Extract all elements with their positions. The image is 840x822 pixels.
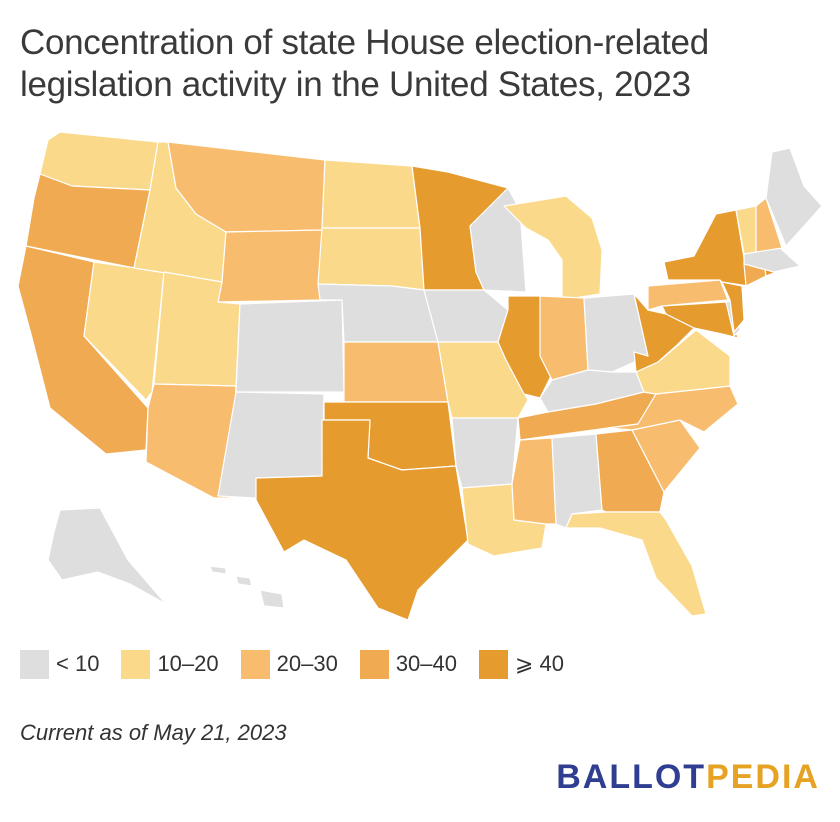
state-fl (565, 511, 707, 617)
legend: < 10 10–20 20–30 30–40 ⩾ 40 (20, 648, 586, 680)
us-states-map (17, 131, 823, 621)
state-nj (721, 281, 745, 333)
legend-item: 10–20 (121, 649, 219, 679)
legend-label: 20–30 (276, 651, 338, 676)
state-ny (663, 209, 749, 287)
state-pa (647, 279, 729, 311)
state-nd (321, 159, 421, 229)
state-wy (217, 229, 323, 303)
footnote: Current as of May 21, 2023 (20, 720, 287, 745)
state-ar (451, 417, 519, 489)
state-ms (511, 437, 557, 525)
state-nh (755, 197, 783, 253)
legend-swatch (20, 649, 49, 679)
state-wv (633, 293, 695, 373)
legend-swatch (479, 649, 508, 679)
chart-title: Concentration of state House election-re… (20, 23, 709, 104)
state-mi (503, 195, 603, 301)
state-co (235, 299, 345, 393)
state-oh (583, 293, 649, 373)
logo-part-2: PEDIA (706, 758, 820, 796)
legend-item: ⩾ 40 (479, 649, 565, 679)
state-ks (343, 341, 449, 403)
logo-part-1: BALLOT (556, 758, 707, 796)
legend-swatch (359, 649, 389, 679)
legend-item: 20–30 (240, 649, 338, 679)
legend-swatch (121, 649, 151, 679)
state-me (765, 147, 823, 247)
state-nc (607, 385, 739, 433)
legend-item: 30–40 (359, 649, 457, 679)
legend-item: < 10 (20, 649, 100, 679)
state-hi (209, 565, 285, 609)
legend-label: < 10 (56, 651, 100, 676)
legend-label: 10–20 (157, 651, 219, 676)
state-ia (423, 289, 509, 343)
state-in (539, 295, 589, 381)
state-tx (255, 419, 469, 621)
ballotpedia-logo[interactable]: BALLOTPEDIA (556, 758, 820, 797)
legend-swatch (240, 649, 270, 679)
legend-label: 30–40 (395, 651, 457, 676)
state-ak (47, 507, 167, 605)
state-sd (317, 227, 425, 291)
legend-label: ⩾ 40 (515, 651, 565, 676)
